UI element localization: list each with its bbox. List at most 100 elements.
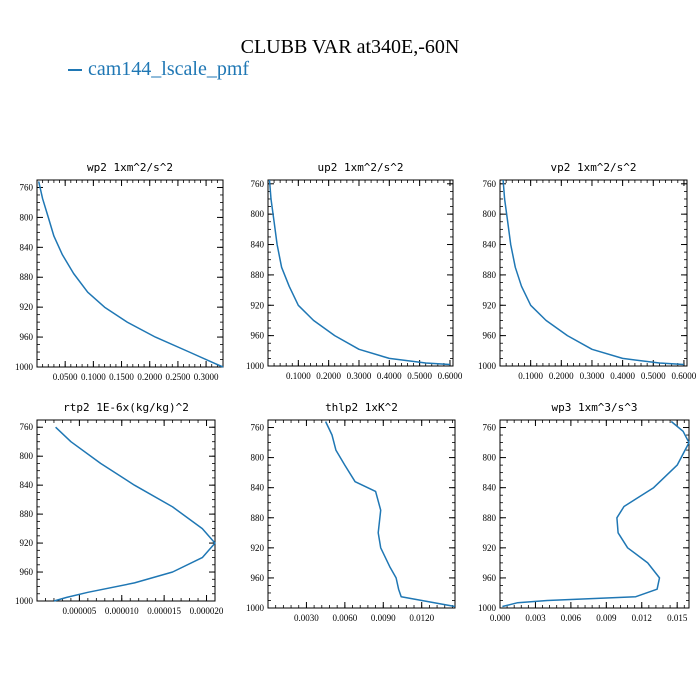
y-tick-label: 840 [20, 242, 34, 252]
series-line [268, 179, 451, 366]
x-tick-label: 0.000015 [147, 606, 181, 616]
y-tick-label: 800 [483, 209, 497, 219]
y-tick-label: 960 [483, 573, 497, 583]
x-tick-label: 0.006 [561, 613, 582, 623]
x-tick-label: 0.1000 [286, 371, 311, 381]
x-tick-label: 0.3000 [194, 372, 219, 382]
y-tick-label: 920 [251, 300, 265, 310]
subplot-6: wp3 1xm^3/s^3 760 800 840 880 920 960 10000.000… [478, 401, 690, 623]
x-tick-label: 0.000 [490, 613, 511, 623]
legend-label: cam144_lscale_pmf [88, 58, 250, 80]
y-tick-label: 760 [251, 423, 265, 433]
plot-frame [267, 179, 454, 367]
x-tick-label: 0.0120 [409, 613, 434, 623]
x-tick-label: 0.5000 [407, 371, 432, 381]
subplot-4: rtp2 1E-6x(kg/kg)^2 760 800 840 880 920 960 100… [15, 401, 224, 616]
x-tick-label: 0.3000 [347, 371, 372, 381]
series-line [53, 426, 216, 602]
y-tick-label: 840 [251, 483, 265, 493]
subplot-title: thlp2 1xK^2 [325, 401, 398, 414]
y-tick-label: 1000 [478, 603, 497, 613]
y-tick-label: 880 [20, 509, 34, 519]
subplot-2: up2 1xm^2/s^2 760 800 840 880 920 960 1000 0.100… [246, 161, 463, 381]
x-tick-label: 0.2000 [549, 371, 574, 381]
x-tick-label: 0.003 [525, 613, 546, 623]
x-tick-label: 0.012 [632, 613, 652, 623]
y-tick-label: 920 [20, 302, 34, 312]
y-tick-label: 960 [251, 573, 265, 583]
plot-frame [499, 179, 688, 367]
x-tick-label: 0.0500 [53, 372, 78, 382]
x-tick-label: 0.0060 [332, 613, 357, 623]
x-tick-label: 0.1500 [109, 372, 134, 382]
y-tick-label: 960 [20, 332, 34, 342]
x-tick-label: 0.2000 [316, 371, 341, 381]
x-tick-label: 0.000010 [105, 606, 139, 616]
y-tick-label: 920 [251, 543, 265, 553]
x-tick-label: 0.3000 [580, 371, 605, 381]
subplot-title: vp2 1xm^2/s^2 [550, 161, 636, 174]
y-tick-label: 880 [20, 272, 34, 282]
y-tick-label: 960 [20, 567, 34, 577]
y-tick-label: 840 [483, 240, 497, 250]
y-tick-label: 880 [483, 270, 497, 280]
plot-frame [499, 419, 690, 609]
series-line [324, 421, 456, 608]
y-tick-label: 880 [251, 270, 265, 280]
subplot-title: rtp2 1E-6x(kg/kg)^2 [63, 401, 189, 414]
y-tick-label: 1000 [246, 361, 265, 371]
x-tick-label: 0.2500 [166, 372, 191, 382]
y-tick-label: 880 [251, 513, 265, 523]
y-tick-label: 960 [483, 331, 497, 341]
y-tick-label: 880 [483, 513, 497, 523]
x-tick-label: 0.6000 [672, 371, 697, 381]
y-tick-label: 1000 [478, 361, 497, 371]
x-tick-label: 0.000020 [190, 606, 224, 616]
x-tick-label: 0.2000 [137, 372, 162, 382]
y-tick-label: 920 [483, 543, 497, 553]
y-tick-label: 1000 [15, 596, 34, 606]
y-tick-label: 920 [483, 300, 497, 310]
subplot-1: wp2 1xm^2/s^2 760 800 840 880 920 960 1000 0.050… [15, 161, 224, 382]
figure-title: CLUBB VAR at340E,-60N [240, 36, 460, 58]
y-tick-label: 800 [251, 209, 265, 219]
y-tick-label: 800 [251, 453, 265, 463]
y-tick-label: 760 [20, 422, 34, 432]
y-tick-label: 840 [483, 483, 497, 493]
x-tick-label: 0.0030 [294, 613, 319, 623]
x-tick-label: 0.4000 [610, 371, 635, 381]
y-tick-label: 760 [251, 179, 265, 189]
series-line [502, 179, 684, 366]
x-tick-label: 0.5000 [641, 371, 666, 381]
subplot-title: wp3 1xm^3/s^3 [551, 401, 637, 414]
y-tick-label: 840 [251, 240, 265, 250]
plot-frame [36, 179, 224, 368]
y-tick-label: 800 [20, 212, 34, 222]
y-tick-label: 1000 [246, 603, 265, 613]
y-tick-label: 800 [20, 451, 34, 461]
x-tick-label: 0.1000 [81, 372, 106, 382]
y-tick-label: 760 [483, 179, 497, 189]
x-tick-label: 0.6000 [438, 371, 463, 381]
y-tick-label: 760 [483, 423, 497, 433]
x-tick-label: 0.009 [596, 613, 617, 623]
x-tick-label: 0.4000 [377, 371, 402, 381]
x-tick-label: 0.1000 [518, 371, 543, 381]
series-line [502, 420, 690, 608]
y-tick-label: 920 [20, 538, 34, 548]
plot-frame [267, 419, 456, 609]
x-tick-label: 0.015 [667, 613, 688, 623]
x-tick-label: 0.0090 [371, 613, 396, 623]
subplot-5: thlp2 1xK^2 760 800 840 880 920 960 1000 0.0030 0… [246, 401, 456, 623]
y-tick-label: 840 [20, 480, 34, 490]
subplot-title: up2 1xm^2/s^2 [317, 161, 403, 174]
plot-frame [36, 419, 216, 602]
legend: cam144_lscale_pmf [68, 58, 249, 81]
legend-line-swatch [68, 69, 82, 72]
subplot-title: wp2 1xm^2/s^2 [87, 161, 173, 174]
y-tick-label: 760 [20, 182, 34, 192]
y-tick-label: 960 [251, 331, 265, 341]
subplot-3: vp2 1xm^2/s^2 760 800 840 880 920 960 1000 0.100… [478, 161, 697, 381]
y-tick-label: 1000 [15, 362, 34, 372]
